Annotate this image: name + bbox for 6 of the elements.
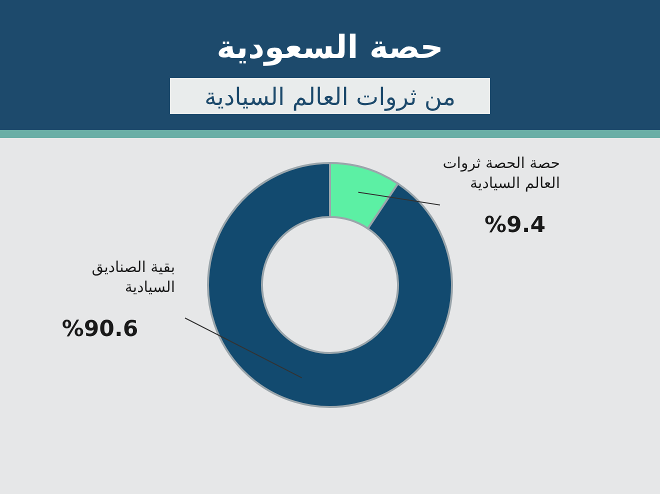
data-label: %90.6 [62, 317, 138, 342]
chart-subtitle: من ثروات العالم السيادية [204, 83, 456, 111]
slice-label: حصة الحصة ثروات العالم السيادية [442, 154, 560, 192]
slice-label: بقية الصناديق السيادية [92, 258, 175, 296]
data-label: %9.4 [484, 213, 546, 238]
chart-title: حصة السعودية [216, 28, 444, 66]
